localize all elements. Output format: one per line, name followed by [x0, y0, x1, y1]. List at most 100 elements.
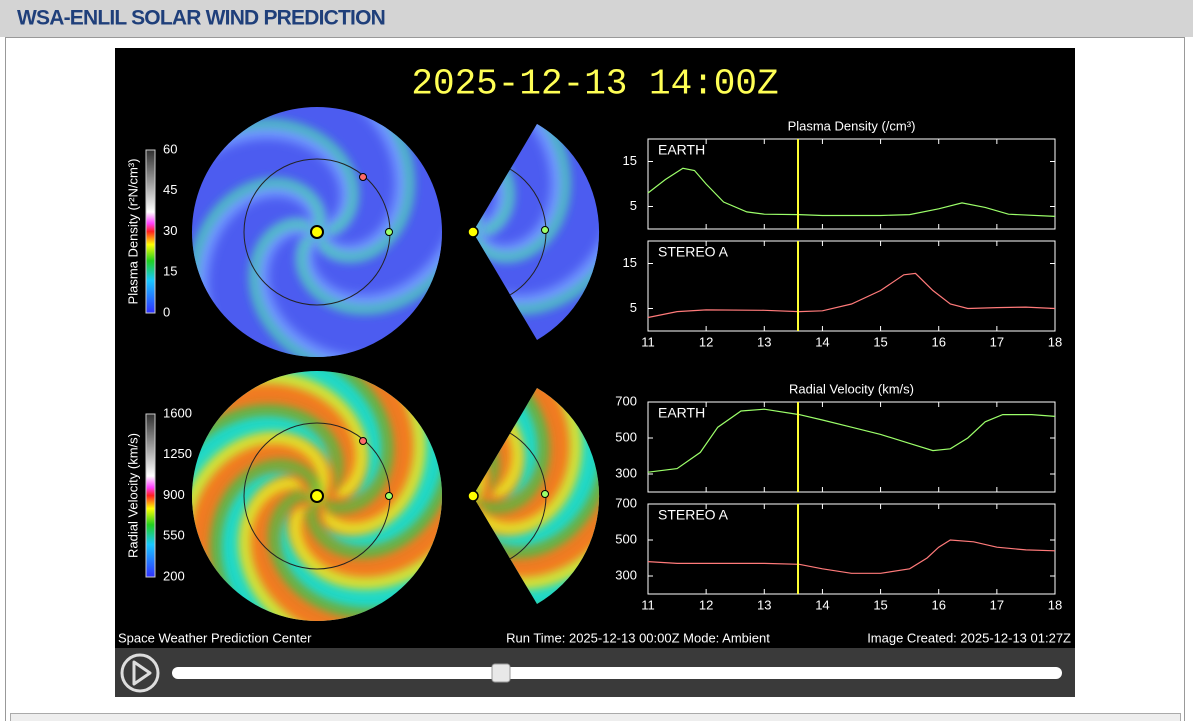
series-line — [647, 167, 1056, 217]
colorbar-tick-label: 200 — [163, 568, 185, 583]
x-tick-label: 11 — [641, 334, 655, 349]
earth — [385, 228, 393, 236]
spiral-arm — [250, 220, 442, 357]
play-icon — [132, 660, 152, 686]
y-tick-label: 15 — [623, 255, 637, 270]
colorbar-tick-label: 60 — [163, 141, 177, 156]
spiral-arm — [473, 405, 498, 604]
disk — [192, 371, 442, 621]
y-tick-label: 700 — [615, 393, 637, 408]
spiral-arm — [473, 124, 513, 322]
spiral-arm — [192, 120, 357, 293]
colorbar-tick-label: 550 — [163, 528, 185, 543]
spiral-arm — [192, 180, 348, 357]
x-tick-label: 16 — [931, 334, 945, 349]
spiral-arm — [192, 377, 366, 587]
x-tick-label: 12 — [699, 334, 713, 349]
x-tick-label: 17 — [990, 334, 1004, 349]
colorbar-tick-label: 900 — [163, 487, 185, 502]
colorbar — [145, 149, 156, 314]
series-line — [647, 272, 1056, 319]
spiral-arm — [192, 435, 349, 621]
colorbar-tick-label: 1250 — [163, 446, 192, 461]
spiral-arm — [473, 388, 522, 587]
spiral-arm — [473, 388, 549, 513]
colorbar-tick-label: 45 — [163, 182, 177, 197]
plot-title: Plasma Density (/cm³) — [788, 118, 916, 133]
earth — [541, 226, 549, 234]
spiral-arm — [239, 478, 442, 621]
series-line — [647, 539, 1056, 574]
x-tick-label: 15 — [873, 597, 887, 612]
play-button[interactable] — [120, 653, 160, 693]
x-tick-label: 13 — [757, 334, 771, 349]
spiral-arm — [297, 107, 442, 311]
panel-frame — [647, 503, 1056, 595]
y-tick-label: 500 — [615, 429, 637, 444]
spiral-arm — [473, 388, 600, 558]
spiral-arm — [473, 124, 570, 261]
y-tick-label: 5 — [630, 198, 637, 213]
x-tick-label: 15 — [873, 334, 887, 349]
header-title: WSA-ENLIL SOLAR WIND PREDICTION — [17, 7, 385, 30]
stereo-a — [359, 437, 367, 445]
plot-title: Radial Velocity (km/s) — [789, 381, 914, 396]
spiral-arm — [269, 469, 442, 618]
spiral-arm — [473, 388, 600, 584]
spiral-arm — [473, 124, 567, 261]
x-tick-label: 14 — [815, 334, 829, 349]
timestamp: 2025-12-13 14:00Z — [411, 64, 778, 105]
x-tick-label: 18 — [1048, 334, 1062, 349]
sun — [467, 490, 479, 502]
earth — [541, 490, 549, 498]
spiral-arm — [298, 107, 442, 313]
footer-right: Image Created: 2025-12-13 01:27Z — [867, 630, 1071, 645]
colorbar-label: Radial Velocity (km/s) — [125, 433, 140, 558]
x-tick-label: 14 — [815, 597, 829, 612]
spiral-arm — [473, 124, 600, 313]
spiral-arm — [234, 371, 425, 534]
header-bar — [0, 0, 1193, 37]
next-panel — [10, 713, 1181, 726]
colorbar-tick-label: 0 — [163, 304, 170, 319]
spiral-arm — [192, 371, 393, 513]
spiral-arm — [192, 122, 357, 322]
spiral-arm — [192, 372, 367, 519]
earth — [385, 492, 393, 500]
panel-frame — [647, 401, 1056, 493]
spiral-arm — [290, 371, 442, 589]
colorbar — [145, 413, 156, 578]
colorbar-tick-label: 15 — [163, 264, 177, 279]
slider-track[interactable] — [172, 667, 1062, 679]
spiral-arm — [288, 371, 442, 584]
spiral-arm — [473, 388, 581, 534]
series-line — [647, 408, 1056, 473]
panel-label: STEREO A — [658, 244, 729, 260]
stereo-a — [359, 173, 367, 181]
x-tick-label: 11 — [641, 597, 655, 612]
y-tick-label: 5 — [630, 300, 637, 315]
spiral-arm — [473, 124, 513, 293]
panel-frame — [647, 138, 1056, 230]
x-tick-label: 13 — [757, 597, 771, 612]
y-tick-label: 300 — [615, 567, 637, 582]
spiral-arm — [192, 371, 420, 534]
disk — [192, 107, 442, 357]
panel-label: STEREO A — [658, 507, 729, 523]
x-tick-label: 12 — [699, 597, 713, 612]
spiral-arm — [473, 388, 576, 534]
spiral-arm — [199, 107, 414, 261]
panel-label: EARTH — [658, 405, 705, 421]
panel-frame — [647, 240, 1056, 332]
slider-thumb[interactable] — [491, 663, 511, 683]
footer-center: Run Time: 2025-12-13 00:00Z Mode: Ambien… — [506, 630, 770, 645]
x-tick-label: 18 — [1048, 597, 1062, 612]
sun — [467, 226, 479, 238]
footer-left: Space Weather Prediction Center — [118, 630, 312, 645]
play-ring — [120, 653, 160, 693]
panel-label: EARTH — [658, 142, 705, 158]
sun — [310, 225, 324, 239]
y-tick-label: 700 — [615, 495, 637, 510]
spiral-arm — [473, 124, 600, 311]
spiral-arm — [192, 405, 342, 621]
